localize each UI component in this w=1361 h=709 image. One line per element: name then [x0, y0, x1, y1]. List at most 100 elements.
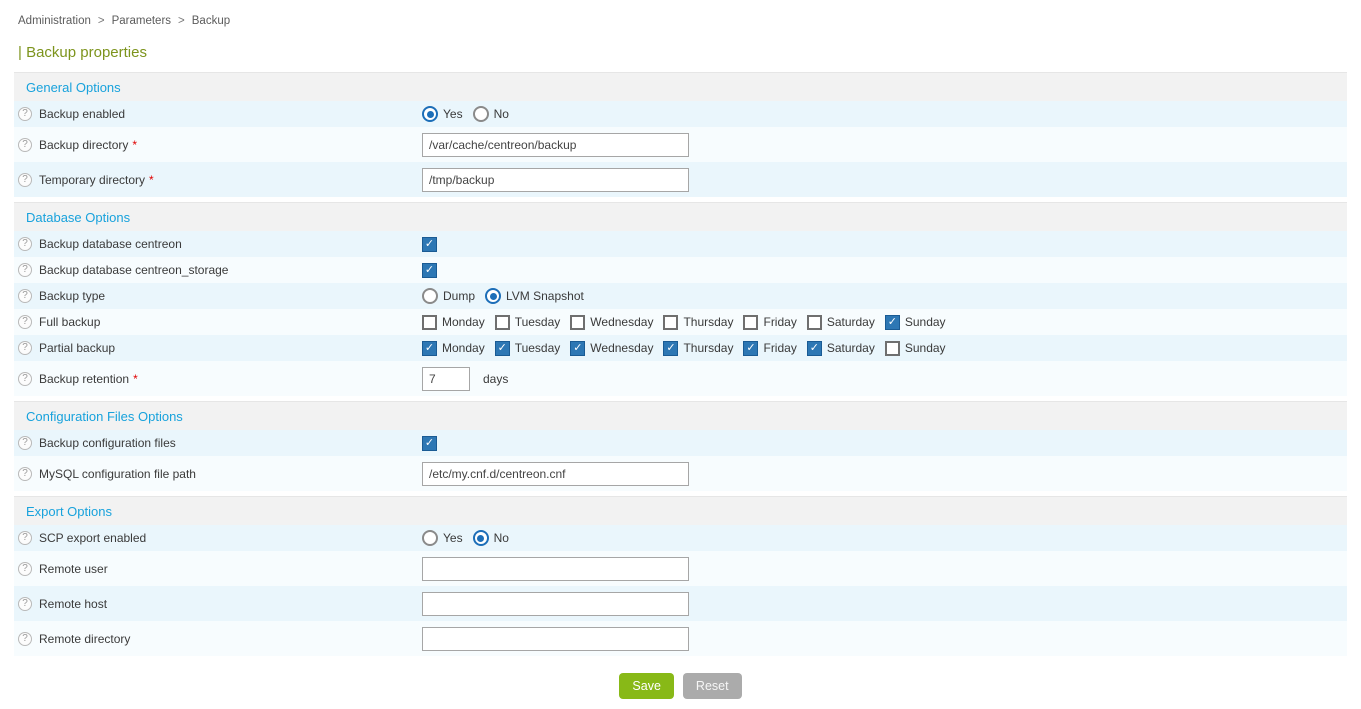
help-icon[interactable]: ?	[18, 263, 32, 277]
checkbox-checked[interactable]: ✓	[884, 314, 900, 330]
help-icon[interactable]: ?	[18, 631, 32, 646]
checkbox-label: Thursday	[683, 315, 734, 329]
required-marker-icon: *	[132, 137, 138, 152]
remote-host-input[interactable]	[422, 591, 689, 616]
section-header: Configuration Files Options	[14, 401, 1347, 430]
radio-label: Yes	[443, 531, 463, 545]
section-title: Database Options	[26, 209, 131, 225]
checkbox-checked[interactable]: ✓	[570, 340, 586, 356]
field-label-cell: ? Backup type	[14, 289, 422, 303]
checkbox-label: Sunday	[904, 341, 946, 355]
checkbox-unchecked[interactable]	[494, 314, 510, 330]
form-row: ? Backup database centreon_storage ✓	[14, 257, 1347, 283]
radio-label: Dump	[443, 289, 476, 303]
checkbox-checked[interactable]: ✓	[422, 435, 437, 451]
checkbox-checked[interactable]: ✓	[422, 340, 437, 356]
help-icon[interactable]: ?	[18, 137, 32, 152]
remote-directory-input[interactable]	[422, 626, 689, 651]
checkbox-label: Friday	[763, 315, 797, 329]
section-header: Export Options	[14, 496, 1347, 525]
sections: General Options? Backup enabled Yes No? Back…	[14, 72, 1347, 656]
field-label: Backup database centreon_storage	[39, 263, 229, 277]
checkbox-unchecked[interactable]	[884, 340, 900, 356]
help-icon[interactable]: ?	[18, 466, 32, 481]
reset-button[interactable]: Reset	[682, 673, 742, 699]
checkbox-unchecked[interactable]	[743, 314, 759, 330]
field-value-cell: ✓ Monday ✓ Tuesday ✓ Wednesday ✓ Thursday ✓ Frida…	[422, 340, 956, 356]
field-label-cell: ? Temporary directory *	[14, 172, 422, 187]
checkbox-unchecked[interactable]	[422, 314, 437, 330]
breadcrumb-item-parameters[interactable]: Parameters	[111, 15, 172, 27]
field-label-cell: ? Backup configuration files	[14, 436, 422, 450]
field-value-cell	[422, 167, 689, 192]
field-value-cell	[422, 132, 689, 157]
section-configuration-files-options: Configuration Files Options? Backup confi…	[14, 401, 1347, 491]
section-header: General Options	[14, 72, 1347, 101]
save-button[interactable]: Save	[619, 673, 674, 699]
temporary-directory-input[interactable]	[422, 167, 689, 192]
radio-unselected[interactable]	[472, 106, 489, 122]
section-title: General Options	[26, 79, 121, 95]
help-icon[interactable]: ?	[18, 107, 32, 121]
checkbox-label: Wednesday	[590, 315, 654, 329]
radio-label: No	[493, 107, 509, 121]
field-label: Remote directory	[39, 631, 131, 646]
checkbox-unchecked[interactable]	[570, 314, 586, 330]
field-label: Backup directory	[39, 137, 129, 152]
backup-directory-input[interactable]	[422, 132, 689, 157]
help-icon[interactable]: ?	[18, 531, 32, 545]
checkbox-checked[interactable]: ✓	[663, 340, 679, 356]
checkbox-checked[interactable]: ✓	[422, 236, 437, 252]
field-label-cell: ? Backup enabled	[14, 107, 422, 121]
checkbox-unchecked[interactable]	[806, 314, 822, 330]
form-row: ? Full backup Monday Tuesday Wednesday Thursd…	[14, 309, 1347, 335]
help-icon[interactable]: ?	[18, 172, 32, 187]
radio-label: LVM Snapshot	[506, 289, 584, 303]
breadcrumb-item-backup[interactable]: Backup	[191, 15, 231, 27]
form-row: ? Remote directory	[14, 621, 1347, 656]
form-row: ? Remote host	[14, 586, 1347, 621]
checkbox-checked[interactable]: ✓	[806, 340, 822, 356]
form-actions: Save Reset	[14, 673, 1347, 699]
field-label-cell: ? Backup directory *	[14, 137, 422, 152]
backup-retention-input[interactable]	[422, 366, 470, 391]
help-icon[interactable]: ?	[18, 315, 32, 329]
checkbox-checked[interactable]: ✓	[494, 340, 510, 356]
field-label: Remote host	[39, 596, 108, 611]
field-value-cell: ✓	[422, 435, 437, 451]
checkbox-checked[interactable]: ✓	[422, 262, 437, 278]
field-label-cell: ? Remote user	[14, 561, 422, 576]
field-value-cell	[422, 626, 689, 651]
section-general-options: General Options? Backup enabled Yes No? Back…	[14, 72, 1347, 197]
section-header: Database Options	[14, 202, 1347, 231]
checkbox-checked[interactable]: ✓	[743, 340, 759, 356]
checkbox-unchecked[interactable]	[663, 314, 679, 330]
help-icon[interactable]: ?	[18, 371, 32, 386]
breadcrumb: Administration > Parameters > Backup	[14, 0, 1347, 27]
radio-unselected[interactable]	[422, 530, 438, 546]
help-icon[interactable]: ?	[18, 341, 32, 355]
form-row: ? SCP export enabled Yes No	[14, 525, 1347, 551]
field-value-cell: Yes No	[422, 530, 519, 546]
remote-user-input[interactable]	[422, 556, 689, 581]
mysql-configuration-file-path-input[interactable]	[422, 461, 689, 486]
section-database-options: Database Options? Backup database centreo…	[14, 202, 1347, 396]
radio-selected[interactable]	[485, 288, 502, 304]
field-label: Backup enabled	[39, 107, 126, 121]
help-icon[interactable]: ?	[18, 436, 32, 450]
radio-selected[interactable]	[472, 530, 489, 546]
radio-selected[interactable]	[422, 106, 438, 122]
help-icon[interactable]: ?	[18, 561, 32, 576]
radio-dot-icon	[477, 534, 485, 542]
breadcrumb-item-administration[interactable]: Administration	[18, 15, 91, 27]
checkbox-label: Tuesday	[514, 341, 561, 355]
field-label: Backup configuration files	[39, 436, 176, 450]
help-icon[interactable]: ?	[18, 237, 32, 251]
help-icon[interactable]: ?	[18, 596, 32, 611]
help-icon[interactable]: ?	[18, 289, 32, 303]
radio-unselected[interactable]	[422, 288, 438, 304]
field-label: Partial backup	[39, 341, 116, 355]
field-label: Full backup	[39, 315, 101, 329]
field-label-cell: ? Remote directory	[14, 631, 422, 646]
